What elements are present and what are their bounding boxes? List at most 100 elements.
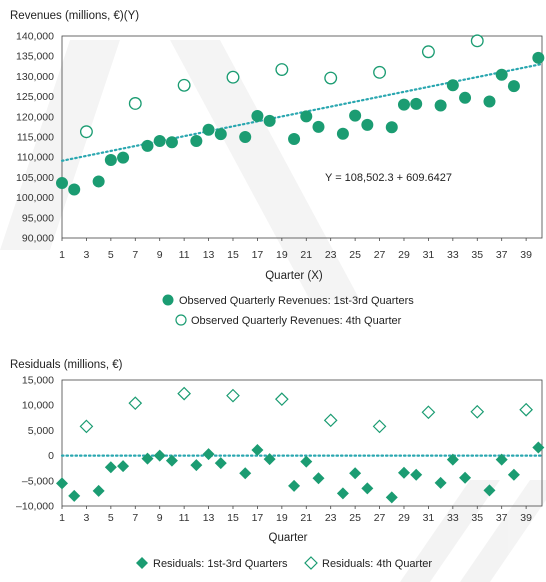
- residual-point-q4: [79, 419, 94, 434]
- y-tick-label: 115,000: [17, 132, 54, 144]
- residual-point-q1-3: [141, 452, 154, 465]
- residual-point-q1-3: [410, 468, 423, 481]
- x-tick-label: 31: [423, 512, 435, 524]
- watermark: [0, 40, 546, 582]
- revenue-point-q1-3: [190, 135, 203, 148]
- residuals-x-axis-label: Quarter: [269, 532, 308, 544]
- y-tick-label: 0: [48, 450, 54, 462]
- x-tick-label: 29: [398, 249, 410, 261]
- x-tick-label: 39: [520, 249, 532, 261]
- residual-point-q1-3: [288, 479, 301, 492]
- residual-point-q1-3: [446, 453, 459, 466]
- revenue-x-axis-label: Quarter (X): [265, 270, 323, 282]
- residual-point-q1-3: [336, 487, 349, 500]
- legend-label-quarter-4: Observed Quarterly Revenues: 4th Quarter: [191, 315, 402, 327]
- revenue-point-q4: [128, 97, 142, 110]
- legend-label-residuals-4: Residuals: 4th Quarter: [322, 558, 432, 570]
- residual-point-q1-3: [361, 482, 374, 495]
- revenue-point-q1-3: [349, 109, 362, 122]
- revenue-point-q1-3: [483, 95, 496, 108]
- x-tick-label: 31: [423, 249, 435, 261]
- legend-marker-filled-diamond: [136, 557, 148, 569]
- revenue-point-q4: [79, 125, 93, 139]
- residuals-y-ticks: –10,000 –5,000 0 5,000 10,000 15,000: [16, 375, 54, 513]
- residual-point-q4: [519, 402, 533, 417]
- revenue-point-q1-3: [165, 136, 178, 149]
- residual-point-q1-3: [434, 476, 447, 489]
- residual-point-q1-3: [349, 467, 362, 480]
- regression-equation: Y = 108,502.3 + 609.6427: [325, 172, 452, 184]
- residual-point-q1-3: [104, 461, 117, 474]
- revenue-point-q1-3: [117, 151, 130, 164]
- x-tick-label: 7: [132, 249, 138, 261]
- x-tick-label: 9: [157, 512, 163, 524]
- revenue-point-q1-3: [300, 110, 313, 123]
- residual-point-q1-3: [397, 466, 410, 479]
- y-tick-label: –5,000: [22, 475, 54, 487]
- x-tick-label: 3: [84, 512, 90, 524]
- revenue-point-q1-3: [251, 109, 264, 122]
- x-tick-label: 15: [227, 512, 239, 524]
- x-tick-label: 35: [471, 512, 483, 524]
- residual-point-q4: [177, 386, 191, 401]
- revenue-point-q1-3: [410, 97, 423, 110]
- x-tick-label: 7: [132, 512, 138, 524]
- residual-point-q1-3: [153, 449, 166, 462]
- revenue-point-q1-3: [312, 120, 325, 133]
- revenue-chart: Revenues (millions, €)(Y) 90,000 95,000 10…: [10, 10, 545, 327]
- residuals-chart: Residuals (millions, €) –10,000 –5,000 0 5,…: [10, 359, 545, 570]
- y-tick-label: 5,000: [28, 425, 54, 437]
- x-tick-label: 11: [179, 512, 190, 524]
- revenue-point-q1-3: [507, 80, 520, 93]
- x-tick-label: 33: [447, 249, 459, 261]
- residual-point-q1-3: [68, 489, 81, 502]
- revenue-point-q1-3: [153, 135, 166, 148]
- legend-label-quarters-1-3: Observed Quarterly Revenues: 1st-3rd Qua…: [179, 295, 414, 307]
- residuals-x-ticks: 1 3 5 7 9 11 13 15 17 19 21 23 25 27 29 31 33 35 37 39: [59, 506, 532, 524]
- residual-point-q1-3: [459, 471, 472, 484]
- x-tick-label: 39: [520, 512, 532, 524]
- legend-marker-open-circle: [175, 314, 187, 326]
- y-tick-label: 125,000: [16, 91, 54, 103]
- revenue-point-q1-3: [361, 118, 374, 131]
- revenue-points: [56, 34, 545, 196]
- x-tick-label: 29: [398, 512, 410, 524]
- x-tick-label: 37: [496, 249, 508, 261]
- residual-point-q1-3: [532, 441, 545, 454]
- residual-point-q1-3: [165, 454, 178, 467]
- residual-point-q4: [421, 405, 436, 420]
- y-tick-label: 10,000: [22, 400, 54, 412]
- residual-point-q4: [274, 392, 289, 407]
- y-tick-label: 135,000: [16, 51, 54, 63]
- revenue-point-q1-3: [495, 68, 508, 81]
- residual-point-q4: [226, 388, 240, 403]
- residual-point-q1-3: [263, 453, 276, 466]
- x-tick-label: 13: [203, 512, 215, 524]
- residual-point-q4: [323, 413, 338, 428]
- revenue-point-q1-3: [68, 183, 81, 196]
- residual-point-q1-3: [483, 484, 496, 497]
- x-tick-label: 11: [179, 249, 190, 261]
- revenue-point-q4: [470, 34, 484, 48]
- revenue-x-ticks: 1 3 5 7 9 11 13 15 17 19 21 23 25 27 29 31 33 35 37 39: [59, 238, 532, 261]
- x-tick-label: 25: [349, 249, 361, 261]
- revenue-point-q1-3: [214, 128, 227, 141]
- x-tick-label: 19: [276, 249, 288, 261]
- revenue-point-q1-3: [434, 99, 447, 112]
- residual-point-q1-3: [190, 459, 203, 472]
- x-tick-label: 13: [203, 249, 215, 261]
- residuals-legend: Residuals: 1st-3rd Quarters Residuals: 4…: [136, 556, 432, 570]
- x-tick-label: 23: [325, 249, 337, 261]
- legend-label-residuals-1-3: Residuals: 1st-3rd Quarters: [153, 558, 288, 570]
- residual-point-q1-3: [385, 491, 398, 504]
- revenue-point-q1-3: [385, 121, 398, 134]
- revenue-point-q4: [226, 70, 240, 84]
- x-tick-label: 37: [496, 512, 508, 524]
- x-tick-label: 5: [108, 249, 114, 261]
- revenue-point-q4: [373, 65, 387, 79]
- residuals-plot-frame: [61, 379, 543, 507]
- revenue-point-q1-3: [263, 114, 276, 127]
- y-tick-label: –10,000: [16, 501, 54, 513]
- residuals-y-axis-label: Residuals (millions, €): [10, 359, 123, 371]
